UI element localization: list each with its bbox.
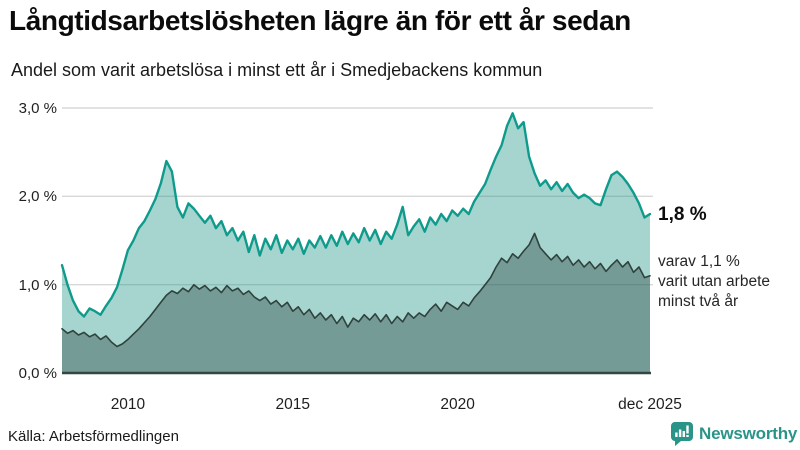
newsworthy-bubble-bar-chart-icon: [671, 422, 693, 446]
x-tick-label: 2015: [275, 396, 311, 413]
latest-value-label: 1,8 %: [658, 204, 707, 225]
source-attribution: Källa: Arbetsförmedlingen: [8, 428, 179, 445]
x-tick-label: dec 2025: [618, 396, 682, 413]
newsworthy-logo[interactable]: Newsworthy: [670, 421, 797, 447]
y-tick-label: 1,0 %: [18, 276, 57, 294]
x-tick-label: 2010: [110, 396, 146, 413]
y-tick-label: 0,0 %: [18, 365, 57, 382]
y-tick-label: 2,0 %: [18, 188, 57, 206]
chart-subtitle: Andel som varit arbetslösa i minst ett å…: [11, 60, 543, 80]
y-tick-label: 3,0 %: [18, 100, 57, 117]
x-tick-label: 2020: [440, 396, 475, 413]
subset-annotation: varav 1,1 % varit utan arbete minst två …: [658, 253, 771, 310]
page-title: Långtidsarbetslösheten lägre än för ett …: [9, 5, 631, 36]
newsworthy-wordmark: Newsworthy: [699, 424, 798, 443]
